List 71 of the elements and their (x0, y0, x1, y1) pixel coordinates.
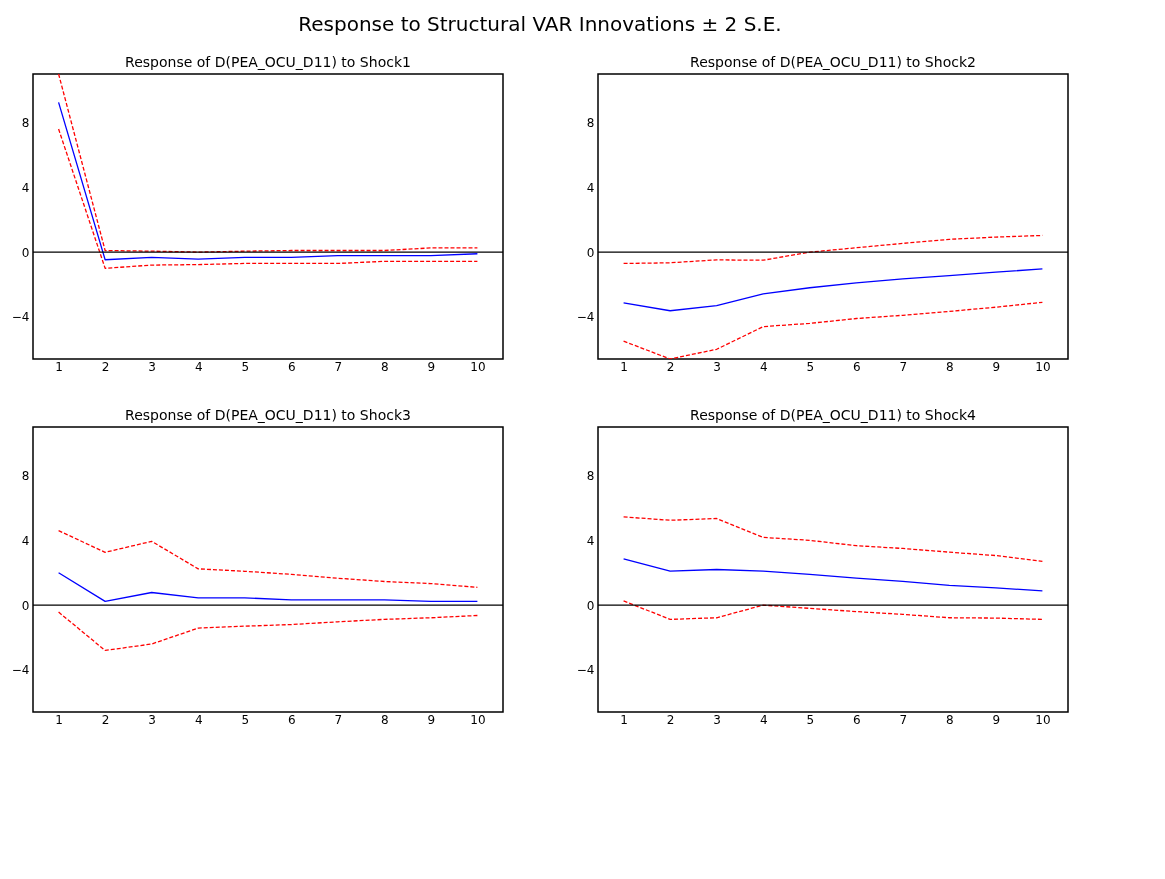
x-tick-label: 9 (992, 359, 1001, 374)
x-tick-label: 2 (666, 359, 675, 374)
line-series (57, 572, 479, 603)
x-tick-label: 6 (287, 712, 296, 727)
x-tick-label: 7 (899, 712, 908, 727)
line-series (622, 301, 1044, 359)
chart-title: Response of D(PEA_OCU_D11) to Shock3 (125, 407, 411, 423)
line-series (622, 268, 1044, 312)
y-tick-label: −4 (576, 663, 595, 678)
x-tick-label: 1 (55, 359, 63, 374)
line-series (57, 529, 479, 588)
line-series (57, 611, 479, 652)
x-tick-label: 1 (620, 359, 628, 374)
y-tick-label: 4 (21, 533, 30, 548)
y-tick-label: 0 (586, 245, 595, 260)
y-tick-label: 0 (21, 598, 30, 613)
x-tick-label: 5 (241, 712, 250, 727)
x-tick-label: 5 (806, 359, 815, 374)
y-tick-label: 4 (586, 180, 595, 195)
x-tick-label: 3 (148, 359, 156, 374)
y-tick-label: 8 (586, 116, 595, 131)
y-tick-label: 8 (21, 116, 30, 131)
x-tick-label: 2 (666, 712, 675, 727)
x-tick-label: 5 (806, 712, 815, 727)
x-tick-label: 8 (381, 712, 389, 727)
chart-title: Response of D(PEA_OCU_D11) to Shock2 (690, 54, 976, 70)
x-tick-label: 10 (1035, 712, 1051, 727)
x-tick-label: 10 (470, 712, 486, 727)
x-tick-label: 6 (852, 359, 861, 374)
y-tick-label: 8 (586, 469, 595, 484)
y-tick-label: −4 (576, 310, 595, 325)
x-tick-label: 4 (759, 712, 768, 727)
x-tick-label: 3 (713, 359, 721, 374)
x-tick-label: 1 (620, 712, 628, 727)
x-tick-label: 8 (946, 712, 954, 727)
x-tick-label: 2 (101, 712, 110, 727)
x-tick-label: 3 (713, 712, 721, 727)
y-tick-label: 8 (21, 469, 30, 484)
text: Response to Structural VAR Innovations ± 2 S.E. (298, 12, 782, 37)
line-series (57, 128, 479, 269)
chart-title: Response of D(PEA_OCU_D11) to Shock4 (690, 407, 976, 423)
y-tick-label: 0 (21, 245, 30, 260)
line-series (622, 558, 1044, 592)
x-tick-label: 4 (194, 359, 203, 374)
x-tick-label: 3 (148, 712, 156, 727)
x-tick-label: 7 (899, 359, 908, 374)
y-tick-label: −4 (11, 310, 30, 325)
x-tick-label: 5 (241, 359, 250, 374)
x-tick-label: 8 (381, 359, 389, 374)
x-tick-label: 6 (287, 359, 296, 374)
x-tick-label: 9 (427, 712, 436, 727)
line-series (622, 516, 1044, 563)
line-series (57, 101, 479, 261)
x-tick-label: 1 (55, 712, 63, 727)
x-tick-label: 4 (194, 712, 203, 727)
line-series (622, 600, 1044, 621)
x-tick-label: 6 (852, 712, 861, 727)
x-tick-label: 2 (101, 359, 110, 374)
y-tick-label: 4 (586, 533, 595, 548)
y-tick-label: 0 (586, 598, 595, 613)
x-tick-label: 7 (334, 359, 343, 374)
y-tick-label: −4 (11, 663, 30, 678)
y-tick-label: 4 (21, 180, 30, 195)
x-tick-label: 9 (427, 359, 436, 374)
x-tick-label: 7 (334, 712, 343, 727)
x-tick-label: 4 (759, 359, 768, 374)
x-tick-label: 10 (470, 359, 486, 374)
x-tick-label: 8 (946, 359, 954, 374)
chart-title: Response of D(PEA_OCU_D11) to Shock1 (125, 54, 411, 70)
x-tick-label: 10 (1035, 359, 1051, 374)
x-tick-label: 9 (992, 712, 1001, 727)
